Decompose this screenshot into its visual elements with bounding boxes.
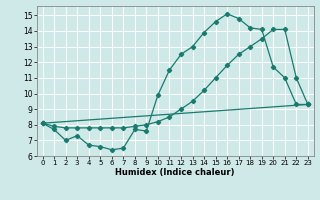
X-axis label: Humidex (Indice chaleur): Humidex (Indice chaleur): [116, 168, 235, 177]
